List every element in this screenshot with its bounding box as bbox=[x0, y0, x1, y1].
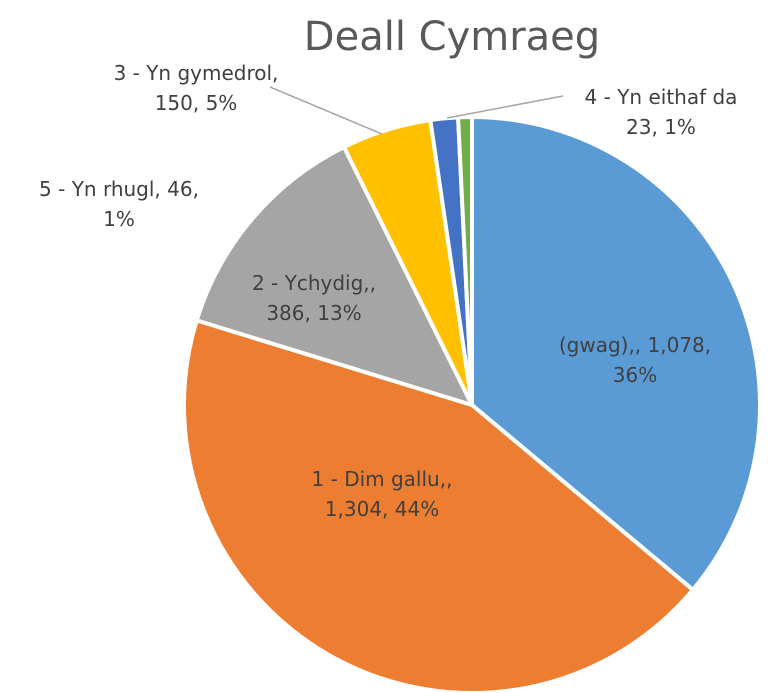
chart-title: Deall Cymraeg bbox=[304, 14, 600, 60]
data-label-gwag: (gwag),, 1,078, 36% bbox=[559, 333, 711, 387]
data-label-line: 1 - Dim gallu,, bbox=[312, 467, 453, 491]
data-labels: (gwag),, 1,078, 36% 1 - Dim gallu,, 1,304, … bbox=[39, 61, 737, 521]
data-label-eithaf: 4 - Yn eithaf da 23, 1% bbox=[585, 85, 738, 139]
data-label-line: 1,304, 44% bbox=[325, 497, 439, 521]
pie-slice-ychydig bbox=[194, 145, 474, 407]
data-label-line: 36% bbox=[613, 363, 657, 387]
pie-slice-dim bbox=[182, 318, 695, 693]
data-label-rhugl: 5 - Yn rhugl, 46, 1% bbox=[39, 177, 199, 231]
data-label-line: 23, 1% bbox=[626, 115, 696, 139]
pie-slice-gwag bbox=[470, 115, 762, 592]
leader-line-eithaf bbox=[446, 95, 564, 119]
data-label-line: 3 - Yn gymedrol, bbox=[114, 61, 279, 85]
data-label-gymedrol: 3 - Yn gymedrol, 150, 5% bbox=[114, 61, 279, 115]
data-label-line: 386, 13% bbox=[266, 301, 361, 325]
pie-slice-eithaf bbox=[456, 115, 474, 407]
data-label-line: 1% bbox=[103, 207, 135, 231]
leader-line-gymedrol bbox=[269, 86, 383, 135]
data-label-line: 2 - Ychydig,, bbox=[252, 271, 376, 295]
data-label-line: 4 - Yn eithaf da bbox=[585, 85, 738, 109]
data-label-ychydig: 2 - Ychydig,, 386, 13% bbox=[252, 271, 376, 325]
data-label-line: (gwag),, 1,078, bbox=[559, 333, 711, 357]
data-label-dim: 1 - Dim gallu,, 1,304, 44% bbox=[312, 467, 453, 521]
leader-lines bbox=[269, 86, 564, 135]
data-label-line: 150, 5% bbox=[155, 91, 238, 115]
pie-slices bbox=[182, 115, 762, 693]
data-label-line: 5 - Yn rhugl, 46, bbox=[39, 177, 199, 201]
